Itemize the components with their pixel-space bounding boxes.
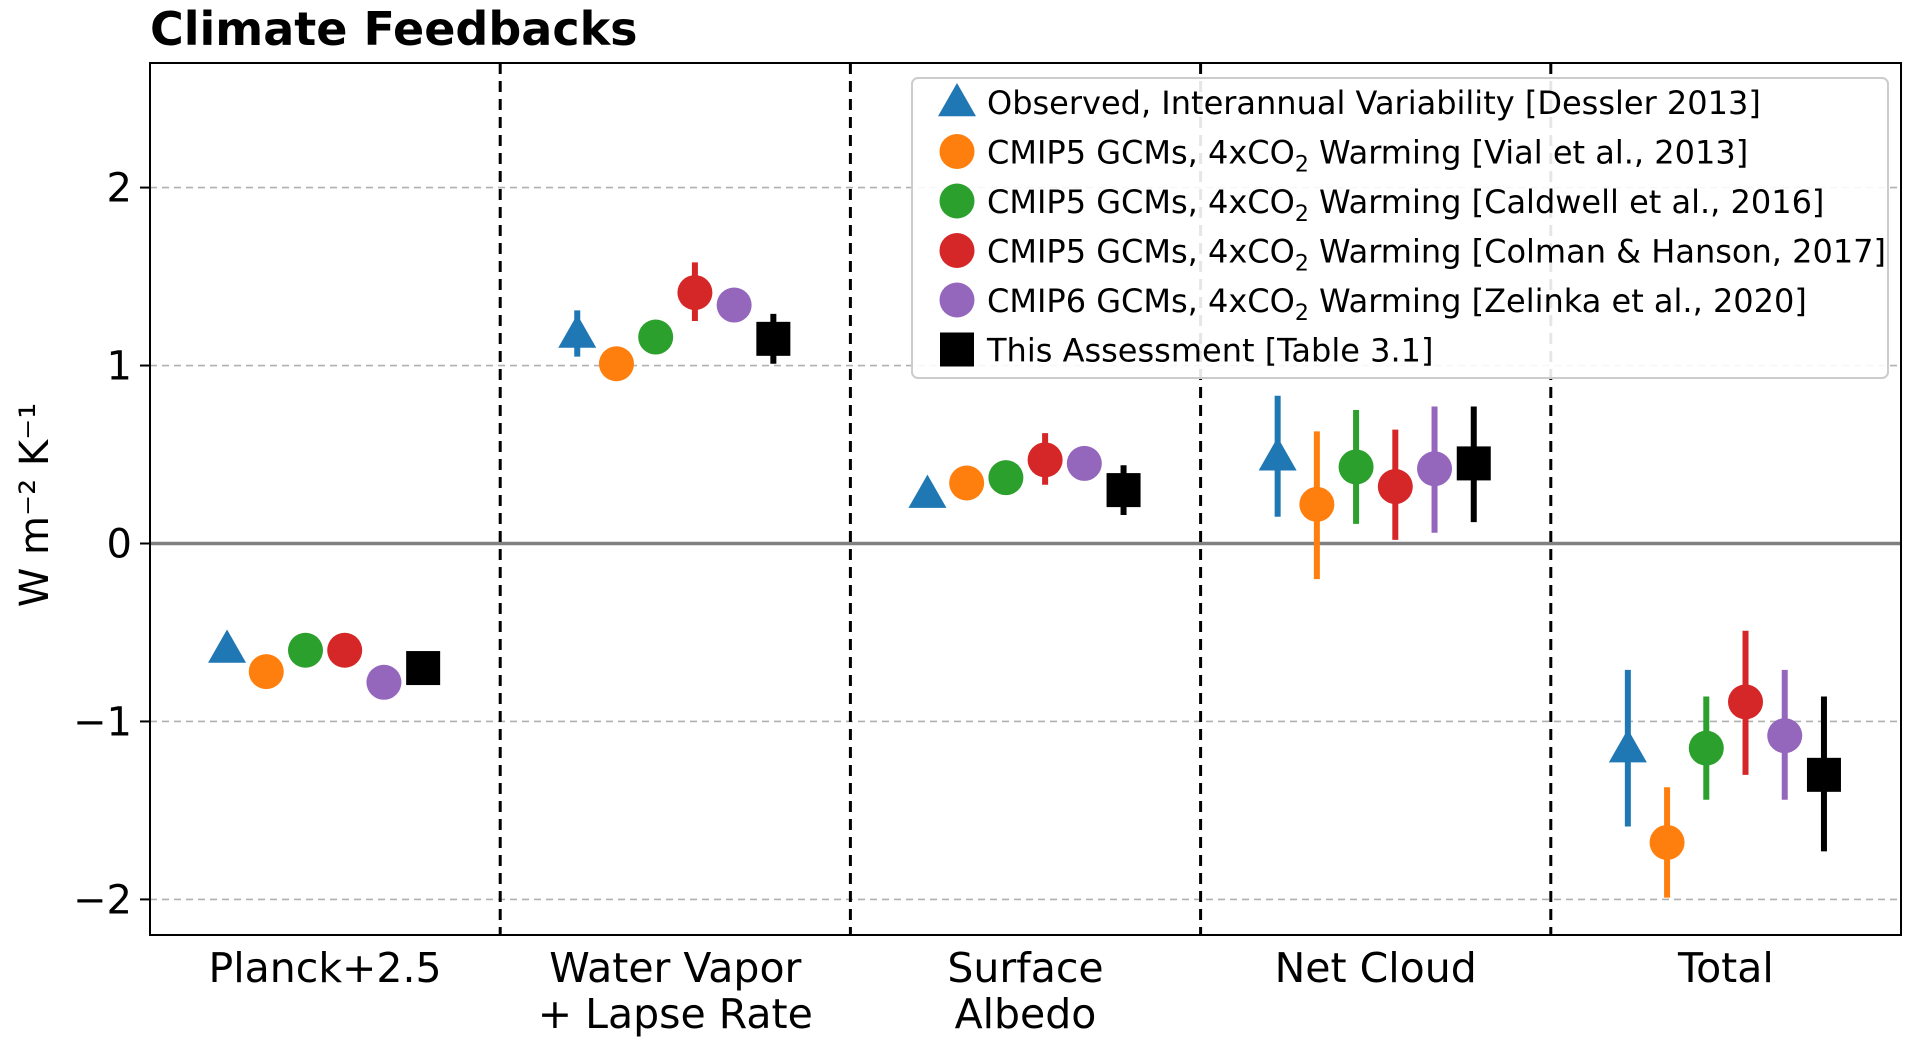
series-2 [248,346,1685,898]
data-point [1106,473,1141,508]
y-axis: 2 1 0 −1 −2 [73,166,150,923]
y-tick-label: −2 [73,877,132,923]
legend-marker [939,282,975,318]
data-point [716,287,752,323]
data-point [1806,757,1841,792]
legend-box [911,77,1889,379]
data-point [1027,442,1063,478]
y-axis-label: W m⁻² K⁻¹ [12,403,58,607]
data-point [677,275,713,311]
legend-marker [938,83,976,117]
legend-label: Observed, Interannual Variability [Dessl… [987,84,1761,122]
data-point [988,460,1024,496]
data-point [1608,729,1647,763]
series-5 [366,287,1803,800]
data-point [949,465,985,501]
data-marks [208,262,1841,898]
legend-marker [939,233,975,268]
legend-label: CMIP5 GCMs, 4xCO2 Warming [Colman & Hans… [987,233,1886,277]
data-point [287,632,323,668]
data-point [406,651,441,686]
y-tick-label: 2 [107,166,132,212]
chart-title: Climate Feedbacks [150,2,638,56]
legend-label: CMIP6 GCMs, 4xCO2 Warming [Zelinka et al… [987,282,1807,326]
plot-frame [149,62,1902,936]
legend-marker [940,332,974,367]
x-tick-label: Planck+2.5 [209,944,442,992]
x-tick-label: + Lapse Rate [538,990,813,1038]
data-point [1417,451,1453,487]
data-point [638,319,674,355]
x-tick-label: Net Cloud [1275,944,1477,992]
legend-label: This Assessment [Table 3.1] [986,332,1433,370]
data-point [208,629,247,663]
data-point [1299,486,1335,522]
data-point [598,346,634,382]
x-tick-label: Water Vapor [549,944,801,992]
data-point [1338,449,1374,485]
y-tick-label: 0 [107,521,132,567]
data-point [558,314,597,348]
x-tick-label: Total [1677,944,1774,992]
grid-lines [150,186,1901,901]
data-point [1258,437,1297,471]
legend-marker [939,134,975,169]
data-point [327,632,363,668]
y-tick-label: 1 [107,344,132,390]
x-tick-label: Albedo [955,990,1097,1038]
legend-label: CMIP5 GCMs, 4xCO2 Warming [Vial et al., … [987,134,1748,178]
data-point [248,654,284,690]
series-4 [327,262,1764,775]
data-point [1688,730,1724,766]
series-3 [287,319,1724,800]
data-point [1649,824,1685,860]
data-point [1377,469,1413,505]
data-point [1456,446,1491,481]
y-tick-label: −1 [73,699,132,745]
series-1 [208,310,1647,827]
data-point [1066,445,1102,481]
series-6 [406,313,1841,852]
x-tick-label: Surface [947,944,1103,992]
legend-marker [939,183,975,219]
legend: Observed, Interannual Variability [Dessl… [911,77,1889,379]
data-point [366,664,402,700]
data-point [908,474,947,508]
data-point [1728,684,1764,720]
x-axis: Planck+2.5 Water Vapor+ Lapse Rate Surface… [209,944,1774,1038]
data-point [756,321,791,356]
legend-label: CMIP5 GCMs, 4xCO2 Warming [Caldwell et a… [987,183,1824,227]
data-point [1767,718,1803,754]
